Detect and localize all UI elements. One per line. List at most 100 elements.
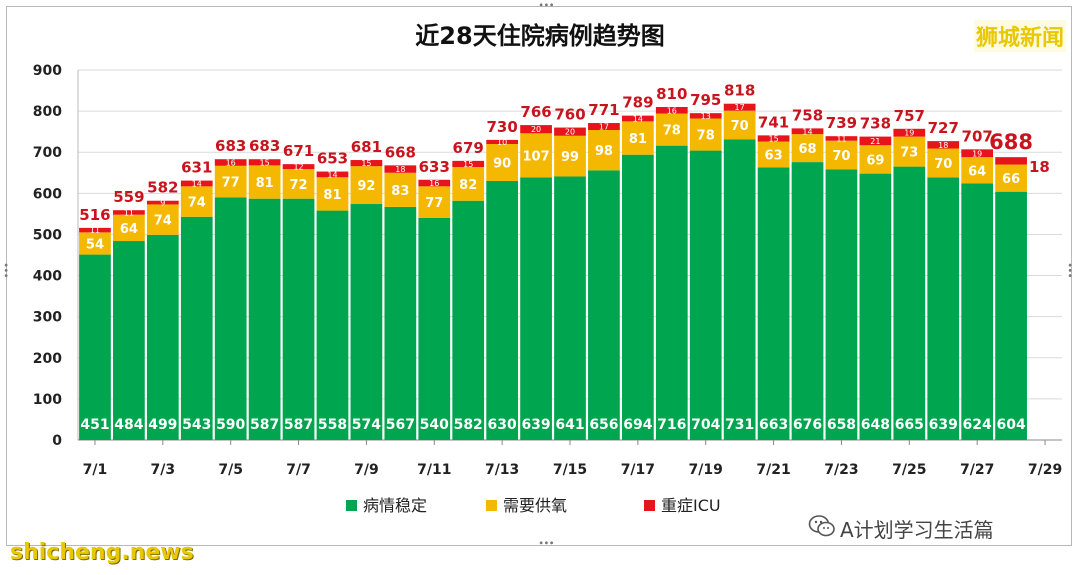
bar-oxygen bbox=[757, 141, 790, 168]
total-label: 707 bbox=[962, 127, 993, 145]
bar-oxygen bbox=[825, 140, 858, 170]
total-label: 738 bbox=[860, 115, 891, 133]
y-tick-label: 900 bbox=[33, 63, 62, 79]
total-label: 683 bbox=[215, 137, 246, 155]
total-label: 795 bbox=[690, 91, 721, 109]
y-tick-label: 0 bbox=[52, 433, 62, 449]
bar-icu bbox=[384, 165, 417, 173]
icu-label: 21 bbox=[870, 137, 880, 146]
bar-stable bbox=[316, 210, 349, 440]
bar-icu bbox=[655, 107, 688, 114]
icu-label: 11 bbox=[836, 134, 846, 143]
bar-stable bbox=[79, 254, 111, 440]
bar-icu bbox=[146, 200, 179, 205]
icu-label: 10 bbox=[497, 138, 507, 147]
bar-oxygen bbox=[655, 113, 688, 146]
bar-stable bbox=[248, 198, 281, 440]
icu-label: 15 bbox=[361, 159, 371, 168]
stable-label: 484 bbox=[114, 417, 143, 433]
bar-stable bbox=[486, 181, 519, 440]
stable-label: 587 bbox=[284, 417, 313, 433]
bar-stable bbox=[791, 162, 824, 441]
bar-stable bbox=[621, 154, 654, 440]
bar-stable bbox=[995, 191, 1027, 440]
bar-oxygen bbox=[316, 177, 349, 211]
stable-label: 499 bbox=[148, 417, 177, 433]
oxygen-label: 64 bbox=[968, 164, 986, 179]
x-tick-label: 7/25 bbox=[892, 462, 926, 478]
bar-oxygen bbox=[689, 118, 722, 151]
bar-stable bbox=[757, 167, 790, 440]
y-tick-label: 600 bbox=[33, 186, 62, 202]
bar-stable bbox=[554, 176, 586, 440]
icu-label: 13 bbox=[701, 112, 711, 121]
oxygen-label: 99 bbox=[561, 150, 579, 165]
resize-handle-top[interactable]: ∙∙∙ bbox=[538, 0, 555, 11]
source-label: 狮城新闻 bbox=[973, 20, 1066, 52]
bar-oxygen bbox=[146, 204, 179, 235]
bar-icu bbox=[893, 128, 926, 137]
total-label: 741 bbox=[758, 113, 789, 131]
bar-icu bbox=[113, 210, 145, 215]
oxygen-label: 68 bbox=[798, 142, 816, 157]
bar-oxygen bbox=[791, 134, 824, 163]
bar-icu bbox=[214, 159, 247, 166]
oxygen-label: 69 bbox=[866, 153, 884, 168]
total-label: 683 bbox=[249, 137, 280, 155]
bar-oxygen bbox=[927, 148, 960, 178]
resize-handle-right[interactable]: ∙∙∙ bbox=[1064, 262, 1075, 278]
icu-label: 12 bbox=[293, 163, 303, 172]
total-label: 671 bbox=[283, 142, 314, 160]
oxygen-label: 73 bbox=[900, 146, 918, 161]
stable-label: 694 bbox=[623, 417, 652, 433]
bar-stable bbox=[859, 173, 892, 440]
oxygen-label: 74 bbox=[188, 196, 206, 211]
resize-handle-left[interactable]: ∙∙∙ bbox=[0, 262, 11, 278]
total-label: 810 bbox=[656, 85, 687, 103]
stable-label: 604 bbox=[996, 417, 1025, 433]
total-label: 727 bbox=[928, 119, 959, 137]
icu-label: 9 bbox=[160, 199, 165, 208]
icu-label: 15 bbox=[768, 134, 778, 143]
stable-label: 656 bbox=[589, 417, 618, 433]
bar-oxygen bbox=[859, 145, 892, 174]
icu-label: 16 bbox=[667, 106, 677, 115]
y-tick-label: 200 bbox=[33, 351, 62, 367]
icu-label: 20 bbox=[565, 128, 575, 137]
oxygen-label: 74 bbox=[154, 214, 172, 229]
bar-stable bbox=[146, 234, 179, 440]
stable-label: 590 bbox=[216, 417, 245, 433]
oxygen-label: 90 bbox=[493, 157, 511, 172]
icu-label: 16 bbox=[429, 179, 439, 188]
y-tick-label: 700 bbox=[33, 145, 62, 161]
total-label: 760 bbox=[554, 106, 585, 124]
bar-icu bbox=[757, 135, 790, 142]
oxygen-label: 83 bbox=[391, 184, 409, 199]
x-tick-label: 7/27 bbox=[960, 462, 994, 478]
bar-icu bbox=[961, 149, 994, 158]
bar-icu bbox=[588, 123, 620, 131]
stable-label: 558 bbox=[318, 417, 347, 433]
bar-icu bbox=[554, 127, 586, 136]
stable-label: 639 bbox=[929, 417, 958, 433]
stable-label: 648 bbox=[861, 417, 890, 433]
total-label: 771 bbox=[588, 101, 619, 119]
bar-stable bbox=[655, 145, 688, 440]
icu-label: 15 bbox=[463, 160, 473, 169]
icu-label: 11 bbox=[90, 226, 100, 235]
x-tick-label: 7/23 bbox=[824, 462, 858, 478]
bar-icu bbox=[452, 160, 485, 168]
oxygen-label: 78 bbox=[697, 129, 715, 144]
bar-icu bbox=[621, 115, 654, 122]
oxygen-label: 64 bbox=[120, 222, 138, 237]
bar-icu bbox=[825, 136, 858, 141]
oxygen-label: 92 bbox=[357, 179, 375, 194]
total-label: 631 bbox=[181, 159, 212, 177]
bar-oxygen bbox=[282, 169, 315, 199]
y-tick-label: 100 bbox=[33, 392, 62, 408]
bar-oxygen bbox=[486, 144, 519, 181]
oxygen-label: 98 bbox=[595, 144, 613, 159]
bar-icu bbox=[79, 227, 111, 233]
resize-handle-bottom[interactable]: ∙∙∙ bbox=[538, 538, 555, 549]
x-tick-label: 7/19 bbox=[689, 462, 723, 478]
